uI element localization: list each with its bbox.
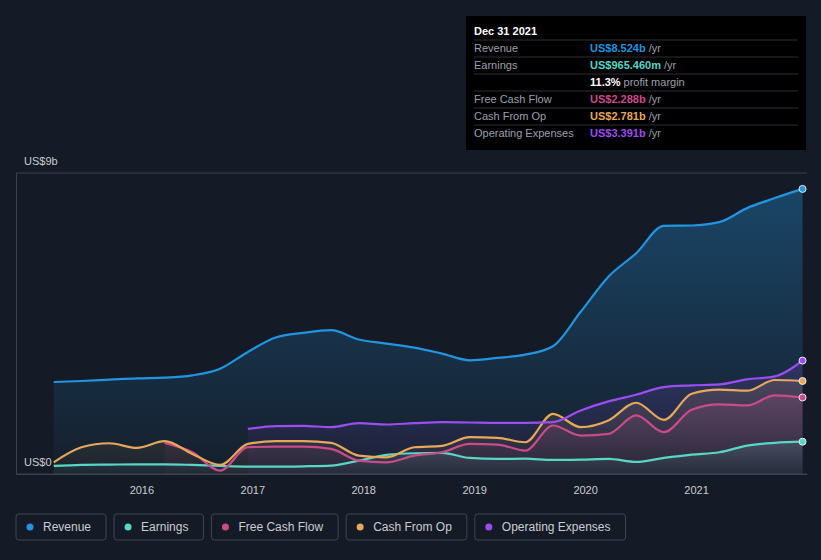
x-tick: 2018 (351, 474, 375, 496)
series-area (54, 189, 803, 474)
end-point (799, 377, 806, 384)
x-tick: 2017 (241, 474, 265, 496)
tooltip-unit: /yr (649, 93, 662, 105)
x-tick-label: 2021 (684, 484, 708, 496)
x-tick-label: 2019 (462, 484, 486, 496)
tooltip-separator (474, 57, 798, 58)
series-area (248, 361, 803, 474)
legend-label[interactable]: Revenue (43, 520, 91, 534)
x-tick: 2016 (130, 474, 154, 496)
legend-label[interactable]: Free Cash Flow (238, 520, 323, 534)
tooltip: Dec 31 2021 Revenue US$8.524b/yr Earnings US… (466, 16, 806, 150)
tooltip-label: Revenue (474, 42, 518, 54)
tooltip-label: Cash From Op (474, 110, 546, 122)
legend: Revenue Earnings Free Cash Flow Cash From O… (16, 514, 626, 540)
legend-swatch (485, 524, 492, 531)
tooltip-label: Free Cash Flow (474, 93, 552, 105)
legend-swatch (125, 524, 132, 531)
tooltip-value: US$2.288b (590, 93, 646, 105)
x-tick: 2020 (573, 474, 597, 496)
end-point (799, 357, 806, 364)
legend-label[interactable]: Cash From Op (373, 520, 452, 534)
grid (16, 173, 807, 474)
tooltip-unit: /yr (649, 127, 662, 139)
tooltip-title: Dec 31 2021 (474, 25, 537, 37)
chart-container: US$0 US$9b 2016 2017 2018 2019 2020 2021 Dec 31 … (0, 0, 821, 560)
tooltip-separator (474, 91, 798, 92)
tooltip-value: US$2.781b (590, 110, 646, 122)
end-point (799, 185, 806, 192)
tooltip-value: US$8.524b (590, 42, 646, 54)
x-tick-label: 2018 (351, 484, 375, 496)
legend-item[interactable]: Cash From Op (346, 514, 467, 540)
tooltip-unit: /yr (649, 42, 662, 54)
tooltip-value: 11.3% (590, 76, 621, 88)
y-tick: US$9b (16, 155, 58, 173)
x-tick-label: 2017 (241, 484, 265, 496)
y-tick-label: US$0 (24, 456, 52, 468)
background (0, 0, 821, 560)
grid-line (16, 173, 807, 174)
x-axis-line (17, 474, 808, 475)
tooltip-label: Earnings (474, 59, 518, 71)
legend-swatch (357, 524, 364, 531)
y-axis-line (16, 174, 17, 475)
legend-label[interactable]: Operating Expenses (502, 520, 611, 534)
plot-area (54, 185, 806, 474)
tooltip-box (466, 16, 806, 150)
tooltip-separator (474, 74, 798, 75)
x-axis: 2016 2017 2018 2019 2020 2021 (17, 474, 808, 496)
y-tick-label: US$9b (24, 155, 58, 167)
legend-box[interactable] (114, 514, 203, 540)
end-point (799, 438, 806, 445)
y-axis: US$0 US$9b (16, 155, 58, 474)
legend-box[interactable] (16, 514, 106, 540)
legend-box[interactable] (211, 514, 338, 540)
tooltip-value: US$965.460m (590, 59, 661, 71)
tooltip-value: US$3.391b (590, 127, 646, 139)
legend-item[interactable]: Revenue (16, 514, 106, 540)
legend-box[interactable] (346, 514, 467, 540)
tooltip-separator (474, 40, 798, 41)
tooltip-label: profit margin (624, 76, 685, 88)
chart-svg: US$0 US$9b 2016 2017 2018 2019 2020 2021 Dec 31 … (0, 0, 821, 560)
y-tick: US$0 (16, 456, 52, 474)
series-line (248, 361, 803, 429)
legend-swatch (222, 524, 229, 531)
tooltip-label: Operating Expenses (474, 127, 574, 139)
end-point (799, 394, 806, 401)
legend-label[interactable]: Earnings (141, 520, 188, 534)
x-tick: 2021 (684, 474, 708, 496)
tooltip-separator (474, 125, 798, 126)
series-line (165, 395, 803, 470)
legend-box[interactable] (475, 514, 626, 540)
x-tick-label: 2020 (573, 484, 597, 496)
tooltip-unit: /yr (649, 110, 662, 122)
legend-item[interactable]: Free Cash Flow (211, 514, 338, 540)
legend-item[interactable]: Operating Expenses (475, 514, 626, 540)
tooltip-unit: /yr (664, 59, 677, 71)
series-line (54, 189, 803, 382)
x-tick: 2019 (462, 474, 486, 496)
legend-item[interactable]: Earnings (114, 514, 203, 540)
x-tick-label: 2016 (130, 484, 154, 496)
tooltip-separator (474, 108, 798, 109)
legend-swatch (27, 524, 34, 531)
